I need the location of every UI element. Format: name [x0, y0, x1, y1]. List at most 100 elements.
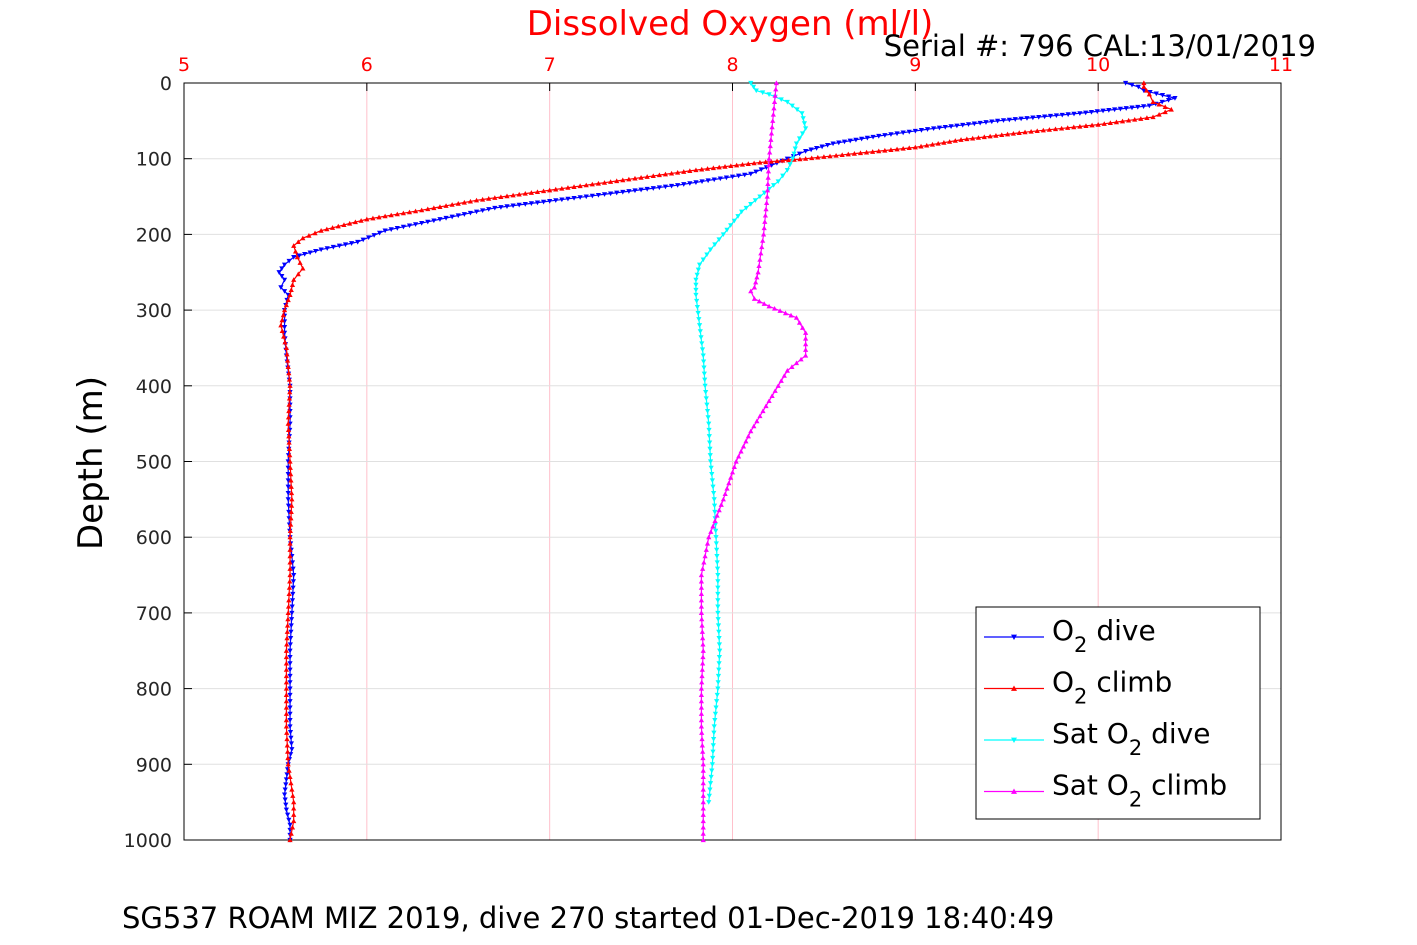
sat_climb-point — [743, 438, 749, 444]
sat_dive-point — [704, 408, 711, 414]
o2_dive-point — [1135, 84, 1141, 90]
o2_dive-point — [287, 699, 293, 704]
o2_dive-point — [608, 191, 614, 197]
o2_dive-point — [656, 185, 662, 191]
sat_climb-point — [803, 335, 809, 341]
sat_dive-point — [702, 377, 708, 383]
x-tick-label: 6 — [361, 54, 373, 76]
o2_dive-point — [342, 242, 349, 248]
o2_climb-point — [1156, 111, 1162, 117]
sat_climb-point — [700, 774, 706, 779]
o2_dive-point — [281, 325, 288, 330]
sat_climb-point — [773, 80, 779, 86]
o2_dive-point — [965, 122, 972, 127]
sat_dive-point — [717, 648, 723, 654]
o2_climb-point — [287, 774, 293, 779]
sat_dive-point — [791, 151, 797, 157]
o2_dive-point — [742, 172, 748, 178]
sat_climb-point — [700, 654, 706, 660]
sat_climb-point — [698, 686, 705, 691]
sat_dive-point — [715, 585, 721, 591]
sat_climb-point — [788, 312, 794, 318]
sat_dive-point — [715, 579, 721, 584]
o2_climb-point — [1113, 119, 1120, 125]
o2_dive-point — [918, 128, 925, 133]
sat_climb-point — [803, 341, 809, 347]
o2_climb-point — [1150, 114, 1156, 120]
o2_dive-point — [1088, 109, 1095, 115]
o2_climb-point — [283, 679, 289, 685]
o2_dive-point — [287, 822, 293, 828]
o2_dive-point — [425, 219, 431, 225]
sat_dive-point — [706, 427, 712, 433]
x-tick-label: 10 — [1086, 54, 1110, 76]
o2_climb-point — [710, 165, 716, 171]
o2_dive-point — [286, 258, 292, 264]
o2_climb-point — [286, 408, 292, 414]
o2_climb-point — [947, 139, 953, 144]
o2_climb-point — [774, 158, 780, 164]
o2_dive-point — [286, 509, 292, 515]
o2_dive-point — [583, 194, 589, 200]
o2_climb-point — [406, 209, 413, 215]
o2_dive-point — [287, 654, 293, 660]
sat_climb-point — [766, 398, 772, 404]
sat_dive-point — [799, 131, 806, 137]
o2_climb-point — [285, 297, 291, 303]
sat_dive-point — [789, 103, 795, 109]
o2_climb-point — [283, 673, 289, 679]
o2_climb-point — [1071, 124, 1077, 130]
sat_climb-point — [772, 93, 778, 98]
sat_dive-point — [780, 173, 786, 179]
sat_climb-point — [767, 143, 773, 149]
o2_climb-point — [583, 182, 589, 188]
o2_climb-point — [467, 198, 474, 204]
o2_climb-point — [287, 547, 293, 552]
o2_dive-point — [287, 680, 293, 685]
o2_climb-point — [757, 159, 763, 165]
o2_climb-point — [287, 578, 293, 584]
o2_climb-point — [286, 591, 292, 597]
o2_climb-point — [644, 174, 650, 179]
sat_climb-point — [745, 433, 751, 439]
o2_climb-point — [286, 585, 293, 590]
o2_dive-point — [995, 118, 1001, 124]
legend: O2 dive O2 climb Sat O2 dive Sat O2 climb — [975, 606, 1261, 820]
sat_dive-point — [711, 490, 717, 496]
o2_dive-point — [650, 186, 656, 191]
sat_climb-point — [761, 225, 767, 231]
o2_dive-point — [288, 636, 294, 641]
legend-label-sat_dive: Sat O2 dive — [1052, 717, 1210, 760]
o2_climb-point — [281, 333, 287, 339]
sat_dive-point — [771, 183, 777, 188]
o2_climb-point — [419, 207, 425, 213]
sat_dive-point — [716, 661, 722, 666]
sat_dive-point — [748, 202, 754, 207]
sat_climb-point — [764, 193, 770, 199]
o2_dive-point — [1059, 112, 1065, 118]
o2_climb-point — [376, 214, 382, 220]
sat_climb-point — [764, 200, 770, 205]
sat_dive-point — [702, 383, 708, 389]
o2_climb-point — [324, 226, 330, 232]
o2_dive-point — [281, 262, 288, 268]
chart-title: Dissolved Oxygen (ml/l) — [527, 4, 934, 44]
sat_climb-point — [751, 296, 758, 301]
o2_climb-point — [1016, 130, 1022, 135]
o2_climb-point — [681, 169, 687, 174]
sat_climb-point — [782, 310, 789, 316]
sat_dive-point — [709, 472, 715, 477]
sat_dive-point — [711, 736, 717, 742]
o2_dive-point — [288, 741, 295, 747]
sat_dive-point — [793, 141, 800, 147]
o2_climb-point — [1077, 123, 1083, 129]
sat_dive-point — [694, 298, 700, 304]
o2_climb-point — [312, 230, 318, 236]
sat_dive-point — [801, 121, 808, 126]
o2_dive-point — [291, 572, 297, 578]
o2_climb-point — [650, 173, 656, 179]
sat_climb-point — [748, 288, 754, 294]
o2_climb-point — [443, 203, 449, 208]
sat_climb-point — [706, 534, 712, 540]
o2_dive-point — [287, 730, 294, 735]
